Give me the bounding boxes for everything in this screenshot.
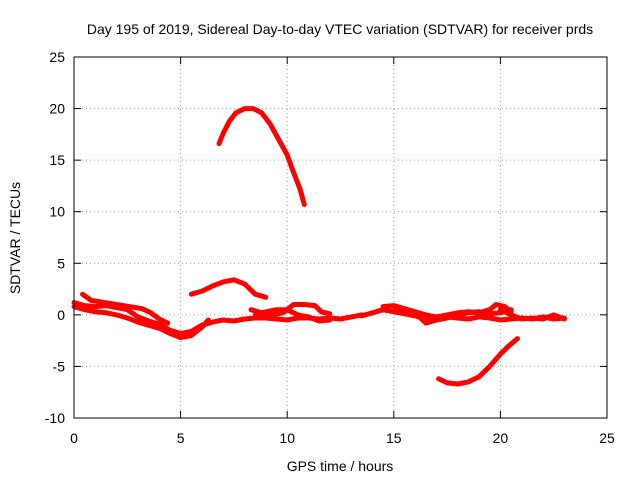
series-arc-3 — [80, 291, 171, 326]
series-arc-10 — [380, 302, 514, 320]
x-axis-label: GPS time / hours — [287, 458, 394, 474]
series-arc-6 — [199, 312, 365, 328]
y-tick-label: 0 — [57, 307, 65, 323]
x-tick-label: 25 — [599, 430, 615, 446]
y-tick-label: 15 — [49, 152, 65, 168]
series-arc-2 — [71, 304, 211, 340]
y-tick-label: 25 — [49, 49, 65, 65]
y-tick-label: -10 — [45, 410, 65, 426]
series-arc-8 — [252, 307, 333, 324]
plot-frame — [73, 56, 608, 419]
y-tick-label: 10 — [49, 204, 65, 220]
data-series — [71, 106, 567, 387]
y-tick-label: 20 — [49, 101, 65, 117]
y-axis-label: SDTVAR / TECUs — [7, 182, 23, 294]
x-tick-label: 5 — [177, 430, 185, 446]
series-arc-12 — [497, 307, 567, 322]
series-arc-4 — [188, 277, 269, 300]
series-arc-13 — [436, 336, 520, 387]
x-tick-label: 10 — [279, 430, 295, 446]
axis-ticks: 0 5 10 15 20 25 -10 -5 0 5 10 15 20 25 — [45, 49, 615, 446]
series-arc-1 — [71, 300, 205, 336]
x-tick-label: 20 — [493, 430, 509, 446]
x-tick-label: 15 — [386, 430, 402, 446]
chart-title: Day 195 of 2019, Sidereal Day-to-day VTE… — [87, 21, 593, 37]
series-arc-5 — [216, 106, 307, 207]
y-tick-label: 5 — [57, 255, 65, 271]
grid-lines — [74, 57, 607, 418]
y-tick-label: -5 — [53, 358, 66, 374]
x-tick-label: 0 — [70, 430, 78, 446]
